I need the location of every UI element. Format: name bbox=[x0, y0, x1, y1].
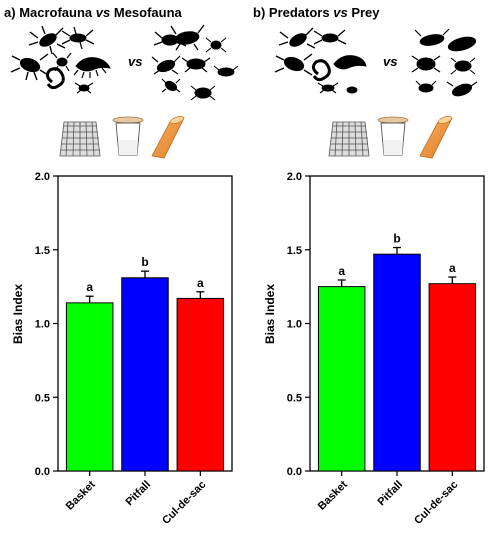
panel-a-chart: 0.0 0.5 1.0 1.5 2.0 a Basket b Pitfall a Cul-de-sa… bbox=[35, 171, 233, 527]
pitfall-trap-icon bbox=[112, 116, 144, 156]
panel-b-ytick-label: 1.0 bbox=[287, 319, 302, 331]
panel-b-bar-pitfall bbox=[373, 253, 421, 472]
panel-b-category-label: Cul-de-sac bbox=[412, 479, 460, 527]
basket-trap-icon bbox=[59, 121, 101, 157]
cul-de-sac-trap-icon bbox=[151, 116, 185, 159]
panel-a-category-label: Pitfall bbox=[123, 479, 153, 509]
panel-b-ytick-label: 2.0 bbox=[287, 171, 302, 183]
panel-a-ytick-label: 0.5 bbox=[35, 392, 50, 404]
panel-b-significance-label: a bbox=[449, 261, 456, 275]
panel-b-significance-label: a bbox=[338, 264, 345, 278]
panel-b: b) Predators vs Prey vs bbox=[253, 5, 485, 527]
panel-a-bar-pitfall bbox=[121, 277, 169, 472]
pitfall-trap-icon bbox=[377, 116, 409, 156]
mesofauna-silhouettes-icon bbox=[151, 24, 239, 101]
panel-a: a) Macrofauna vs Mesofauna vs bbox=[4, 5, 239, 527]
panel-b-title: b) Predators vs Prey bbox=[253, 5, 380, 20]
macrofauna-silhouettes-icon bbox=[10, 25, 111, 94]
panel-a-title: a) Macrofauna vs Mesofauna bbox=[4, 5, 183, 20]
panel-a-category-label: Basket bbox=[64, 478, 98, 512]
panel-b-category-label: Basket bbox=[316, 478, 350, 512]
basket-trap-icon bbox=[328, 121, 370, 157]
panel-b-vs-label: vs bbox=[383, 54, 397, 69]
panel-b-bar-cul-de-sac bbox=[428, 283, 477, 472]
panel-a-ylabel: Bias Index bbox=[11, 284, 25, 344]
prey-silhouettes-icon bbox=[411, 28, 478, 97]
panel-b-ytick-label: 0.0 bbox=[287, 466, 302, 478]
panel-b-category-label: Pitfall bbox=[375, 479, 405, 509]
panel-a-category-label: Cul-de-sac bbox=[160, 479, 208, 527]
panel-a-ytick-label: 1.0 bbox=[35, 319, 50, 331]
panel-a-ytick-label: 1.5 bbox=[35, 245, 50, 257]
panel-b-significance-label: b bbox=[393, 232, 400, 246]
panel-a-ytick-label: 2.0 bbox=[35, 171, 50, 183]
panel-a-significance-label: a bbox=[197, 276, 204, 290]
panel-a-bar-basket bbox=[65, 302, 114, 472]
panel-a-significance-label: b bbox=[141, 255, 148, 269]
panel-a-significance-label: a bbox=[86, 280, 93, 294]
panel-a-ytick-label: 0.0 bbox=[35, 466, 50, 478]
panel-b-chart: 0.0 0.5 1.0 1.5 2.0 a Basket b Pitfall a Cul-de-sa… bbox=[287, 171, 485, 527]
predator-silhouettes-icon bbox=[274, 27, 367, 94]
panel-b-ytick-label: 0.5 bbox=[287, 392, 302, 404]
panel-b-bar-basket bbox=[317, 286, 366, 472]
panel-a-bar-cul-de-sac bbox=[176, 297, 225, 472]
cul-de-sac-trap-icon bbox=[419, 116, 453, 159]
panel-b-ylabel: Bias Index bbox=[263, 284, 277, 344]
panel-a-vs-label: vs bbox=[128, 54, 142, 69]
panel-b-ytick-label: 1.5 bbox=[287, 245, 302, 257]
